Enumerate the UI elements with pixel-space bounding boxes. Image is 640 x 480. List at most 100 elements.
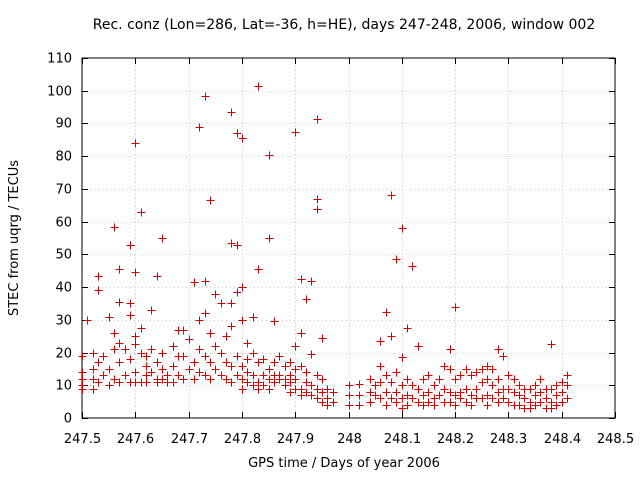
y-axis-title: STEC from uqrg / TECUs — [7, 160, 22, 316]
data-point — [179, 326, 188, 335]
data-point — [419, 401, 428, 410]
data-point — [403, 391, 412, 400]
data-point — [265, 151, 274, 160]
data-point — [195, 316, 204, 325]
data-point — [105, 381, 114, 390]
data-point — [270, 317, 279, 326]
data-point — [456, 394, 465, 403]
data-point — [499, 352, 508, 361]
data-point — [131, 268, 140, 277]
data-point — [286, 371, 295, 380]
data-point — [270, 358, 279, 367]
data-point — [286, 358, 295, 367]
x-tick-label: 248.1 — [384, 432, 421, 447]
data-point — [201, 309, 210, 318]
plot-frame — [81, 57, 616, 419]
data-point — [408, 262, 417, 271]
data-point — [408, 381, 417, 390]
data-point — [376, 394, 385, 403]
data-point — [329, 398, 338, 407]
data-point — [105, 313, 114, 322]
data-point — [158, 375, 167, 384]
data-point — [472, 368, 481, 377]
data-point — [249, 349, 258, 358]
data-point — [89, 375, 98, 384]
x-tick-label: 247.5 — [64, 432, 101, 447]
x-tick-label: 247.7 — [171, 432, 208, 447]
data-point — [233, 129, 242, 138]
data-point — [254, 82, 263, 91]
data-point — [89, 365, 98, 374]
data-point — [483, 375, 492, 384]
data-point — [403, 401, 412, 410]
data-point — [249, 381, 258, 390]
data-point — [281, 381, 290, 390]
data-point — [158, 234, 167, 243]
data-point — [153, 378, 162, 387]
data-point — [190, 375, 199, 384]
data-point — [456, 371, 465, 380]
data-point — [451, 303, 460, 312]
data-point — [558, 398, 567, 407]
data-point — [211, 342, 220, 351]
data-point — [494, 375, 503, 384]
data-point — [307, 277, 316, 286]
data-point — [115, 265, 124, 274]
y-tick-label: 30 — [55, 314, 72, 329]
data-point — [419, 375, 428, 384]
data-point — [547, 404, 556, 413]
data-point — [329, 388, 338, 397]
data-point — [158, 365, 167, 374]
data-point — [435, 391, 444, 400]
data-point — [424, 371, 433, 380]
data-point — [483, 401, 492, 410]
data-point — [217, 299, 226, 308]
x-tick-label: 247.8 — [224, 432, 261, 447]
data-point — [169, 342, 178, 351]
data-point — [488, 381, 497, 390]
data-point — [313, 385, 322, 394]
data-point — [83, 316, 92, 325]
data-point — [78, 352, 87, 361]
data-point — [345, 401, 354, 410]
data-point — [94, 378, 103, 387]
data-point — [137, 208, 146, 217]
data-point — [179, 352, 188, 361]
axis-ticks: 247.5 247.6 247.7 247.8 247.9 248 248.1 248.2 24… — [47, 52, 634, 448]
data-point — [265, 385, 274, 394]
y-tick-label: 80 — [55, 150, 72, 165]
data-point — [494, 345, 503, 354]
data-point — [147, 306, 156, 315]
data-point — [451, 375, 460, 384]
data-point — [99, 371, 108, 380]
data-point — [291, 375, 300, 384]
data-point — [147, 345, 156, 354]
data-point — [398, 224, 407, 233]
data-point — [467, 401, 476, 410]
data-point — [355, 401, 364, 410]
data-point — [366, 375, 375, 384]
data-point — [243, 339, 252, 348]
data-point — [297, 275, 306, 284]
data-point — [99, 352, 108, 361]
data-point — [515, 381, 524, 390]
x-axis-title: GPS time / Days of year 2006 — [248, 456, 440, 471]
data-point — [137, 324, 146, 333]
data-point — [419, 391, 428, 400]
data-point — [233, 371, 242, 380]
data-point — [462, 385, 471, 394]
data-point — [302, 378, 311, 387]
data-point — [115, 339, 124, 348]
data-point — [238, 316, 247, 325]
data-point — [217, 349, 226, 358]
data-point — [131, 340, 140, 349]
data-point — [563, 371, 572, 380]
data-point — [446, 398, 455, 407]
data-point — [169, 362, 178, 371]
data-point — [414, 398, 423, 407]
data-point — [286, 378, 295, 387]
data-point — [382, 388, 391, 397]
data-point — [387, 191, 396, 200]
data-point — [201, 92, 210, 101]
